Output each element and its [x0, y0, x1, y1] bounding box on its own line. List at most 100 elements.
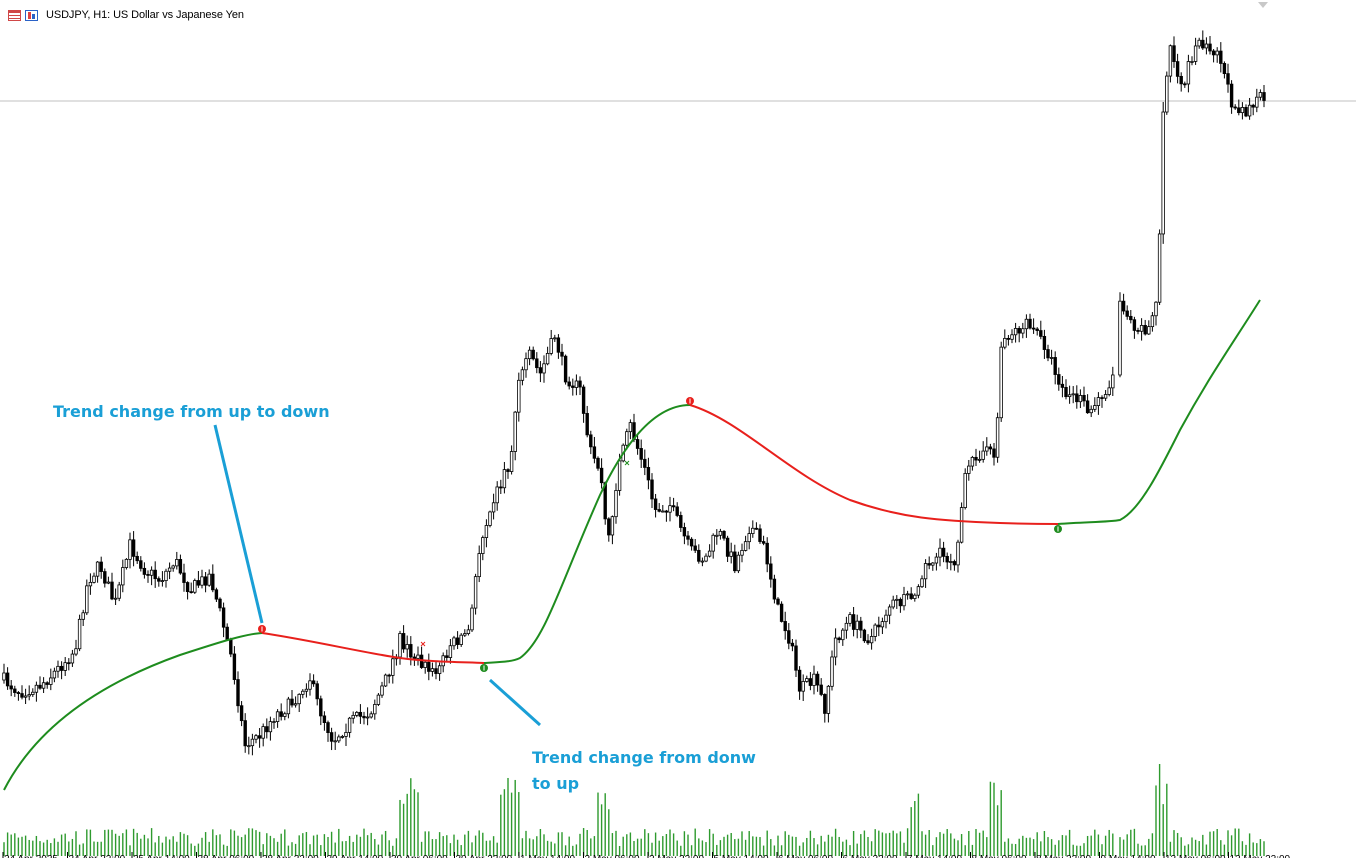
chart-shift-marker-icon[interactable]	[1258, 2, 1268, 8]
candle-body	[855, 620, 859, 630]
candle-body	[1078, 394, 1083, 403]
candle	[995, 412, 1000, 463]
candle	[146, 570, 150, 583]
candle-body	[1193, 45, 1198, 62]
candle-body	[23, 695, 28, 698]
candle	[729, 542, 733, 564]
arrow-up-pointer	[488, 678, 542, 727]
candle	[902, 586, 906, 611]
candle-body	[754, 527, 759, 530]
candle-body	[1017, 328, 1021, 334]
candle	[1031, 318, 1036, 334]
candle-body	[1103, 394, 1108, 399]
candle	[661, 504, 665, 513]
candle	[369, 711, 373, 719]
candle-body	[945, 555, 949, 563]
candle-body	[985, 446, 989, 452]
time-axis: 24 Apr 2025 24 Apr 22:00 25 Apr 14:00 28 Ap…	[2, 852, 1291, 858]
candle-body	[355, 711, 359, 716]
candle-body	[689, 538, 694, 547]
candle	[445, 649, 449, 662]
candle-body	[686, 535, 690, 540]
candle-body	[815, 673, 820, 686]
candle	[142, 562, 147, 579]
candle	[157, 576, 161, 587]
trend-up-signal-icon	[480, 664, 488, 672]
candle-body	[725, 537, 730, 557]
candle	[272, 718, 276, 729]
candle	[452, 635, 456, 650]
candle	[1219, 42, 1223, 73]
candle	[844, 616, 849, 639]
candle	[477, 545, 481, 583]
candle-body	[38, 684, 42, 689]
candle-body	[373, 704, 377, 715]
candle-body	[963, 473, 967, 508]
candle-body	[977, 458, 982, 461]
candle-body	[697, 549, 701, 562]
candle-body	[236, 679, 240, 707]
candle	[682, 522, 687, 545]
candle	[473, 573, 478, 615]
candle-body	[556, 337, 561, 353]
candle-body	[1208, 43, 1212, 52]
candle	[430, 662, 435, 677]
candle-body	[347, 717, 352, 733]
candle-body	[844, 622, 849, 631]
candle	[16, 691, 21, 701]
candle	[887, 604, 892, 625]
candle-body	[445, 655, 449, 658]
candle-body	[175, 559, 179, 567]
candle-body	[164, 570, 168, 581]
candle	[329, 727, 334, 751]
annotation-trend-up: Trend change from donw to up	[532, 745, 756, 797]
candle	[740, 543, 744, 563]
candle-body	[959, 507, 964, 543]
candle-body	[1075, 393, 1079, 403]
candle	[862, 628, 867, 643]
candle	[610, 515, 615, 545]
candle	[1251, 103, 1255, 116]
candle-body	[1021, 328, 1025, 334]
candle-body	[1222, 63, 1227, 75]
candle	[1139, 318, 1144, 341]
candle-body	[92, 575, 96, 583]
candle	[560, 343, 564, 366]
chart-bars-icon[interactable]	[8, 9, 21, 21]
candle	[214, 587, 219, 603]
candle-body	[232, 653, 237, 680]
candle-body	[916, 586, 921, 596]
candle	[448, 639, 453, 664]
time-tick-label: 24 Apr 22:00	[69, 854, 126, 858]
candle	[383, 673, 388, 687]
candle	[1053, 351, 1057, 385]
candle-body	[1013, 328, 1018, 336]
candle	[45, 681, 49, 689]
candle	[718, 528, 723, 540]
candle	[542, 355, 546, 383]
candle-body	[520, 369, 525, 381]
candle	[63, 657, 67, 676]
candle-body	[250, 738, 255, 747]
candle	[1093, 397, 1097, 412]
candle	[304, 683, 309, 698]
candle-body	[722, 530, 726, 539]
candle-body	[41, 682, 46, 689]
candle-body	[391, 658, 395, 676]
chart-candles-icon[interactable]	[25, 9, 38, 21]
candle	[423, 661, 427, 674]
candle-body	[517, 379, 521, 413]
candle-body	[952, 561, 957, 566]
candle-body	[153, 569, 157, 580]
candle-body	[380, 685, 384, 696]
candle	[387, 673, 391, 684]
candle	[974, 448, 978, 466]
entry-crosses	[420, 460, 630, 647]
trend-down-signal-icon	[686, 397, 694, 405]
candle	[1017, 326, 1021, 343]
candle	[427, 653, 431, 681]
candle-body	[308, 680, 312, 690]
candle	[585, 405, 589, 438]
